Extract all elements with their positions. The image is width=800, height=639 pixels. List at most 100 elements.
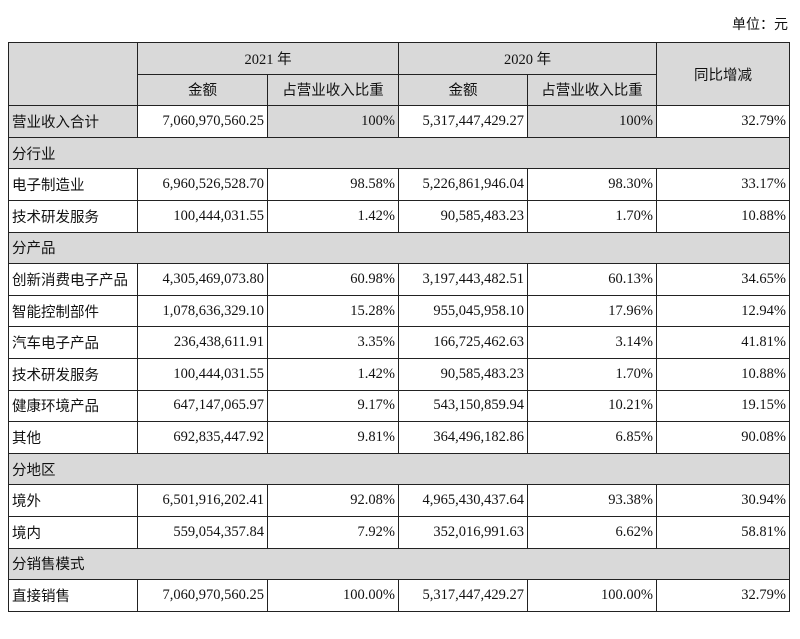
yoy-change: 12.94% — [656, 294, 790, 328]
amount-2021: 6,960,526,528.70 — [137, 168, 268, 201]
table-row: 健康环境产品 647,147,065.97 9.17% 543,150,859.94 1… — [8, 389, 790, 423]
amount-2021: 1,078,636,329.10 — [137, 294, 268, 328]
share-2020: 98.30% — [527, 168, 657, 201]
amount-2021: 7,060,970,560.25 — [137, 579, 268, 612]
table-row: 境内 559,054,357.84 7.92% 352,016,991.63 6.62%… — [8, 515, 790, 549]
header-amount-2020: 金额 — [398, 73, 528, 107]
table-row: 境外 6,501,916,202.41 92.08% 4,965,430,437.64… — [8, 484, 790, 517]
yoy-change: 30.94% — [656, 484, 790, 517]
amount-2021: 559,054,357.84 — [137, 515, 268, 549]
header-blank — [8, 41, 138, 107]
share-2021: 100.00% — [267, 579, 399, 612]
share-2020: 6.62% — [527, 515, 657, 549]
yoy-change: 33.17% — [656, 168, 790, 201]
amount-2021: 4,305,469,073.80 — [137, 263, 268, 296]
share-2020: 1.70% — [527, 357, 657, 391]
row-label: 创新消费电子产品 — [8, 263, 138, 296]
table-row: 其他 692,835,447.92 9.81% 364,496,182.86 6.85%… — [8, 421, 790, 454]
yoy-change: 41.81% — [656, 326, 790, 359]
share-2020: 93.38% — [527, 484, 657, 517]
share-2021: 3.35% — [267, 326, 399, 359]
yoy-change: 10.88% — [656, 199, 790, 233]
header-2021: 2021 年 — [137, 42, 399, 75]
total-share-2021: 100% — [267, 105, 399, 138]
table-row: 技术研发服务 100,444,031.55 1.42% 90,585,483.23 1.… — [8, 199, 790, 233]
row-label: 电子制造业 — [8, 168, 138, 201]
share-2021: 92.08% — [267, 484, 399, 517]
share-2020: 100.00% — [527, 579, 657, 612]
header-share-2021: 占营业收入比重 — [267, 73, 399, 107]
share-2021: 7.92% — [267, 515, 399, 549]
row-label: 技术研发服务 — [8, 357, 138, 391]
total-amount-2020: 5,317,447,429.27 — [398, 105, 528, 138]
header-row-columns: 金额 占营业收入比重 金额 占营业收入比重 — [9, 73, 790, 107]
amount-2020: 166,725,462.63 — [398, 326, 528, 359]
header-yoy: 同比增减 — [656, 41, 790, 107]
amount-2020: 543,150,859.94 — [398, 389, 528, 423]
yoy-change: 58.81% — [656, 515, 790, 549]
yoy-change: 10.88% — [656, 357, 790, 391]
section-row: 分销售模式 — [8, 547, 790, 581]
section-row: 分行业 — [8, 136, 790, 170]
total-label: 营业收入合计 — [8, 105, 138, 138]
header-2020: 2020 年 — [398, 42, 657, 75]
share-2021: 9.17% — [267, 389, 399, 423]
share-2020: 3.14% — [527, 326, 657, 359]
share-2021: 60.98% — [267, 263, 399, 296]
row-label: 境外 — [8, 484, 138, 517]
amount-2021: 100,444,031.55 — [137, 199, 268, 233]
share-2021: 1.42% — [267, 357, 399, 391]
table-row: 创新消费电子产品 4,305,469,073.80 60.98% 3,197,443,… — [8, 263, 790, 296]
amount-2021: 100,444,031.55 — [137, 357, 268, 391]
amount-2020: 90,585,483.23 — [398, 199, 528, 233]
share-2021: 15.28% — [267, 294, 399, 328]
row-label: 技术研发服务 — [8, 199, 138, 233]
revenue-table: 2021 年 2020 年 同比增减 金额 占营业收入比重 金额 占营业收入比重… — [8, 41, 790, 612]
total-amount-2021: 7,060,970,560.25 — [137, 105, 268, 138]
table-row: 技术研发服务 100,444,031.55 1.42% 90,585,483.23 1.… — [8, 357, 790, 391]
header-amount-2021: 金额 — [137, 73, 268, 107]
table-row: 智能控制部件 1,078,636,329.10 15.28% 955,045,958.… — [8, 294, 790, 328]
yoy-change: 90.08% — [656, 421, 790, 454]
amount-2020: 352,016,991.63 — [398, 515, 528, 549]
amount-2020: 3,197,443,482.51 — [398, 263, 528, 296]
row-label: 其他 — [8, 421, 138, 454]
amount-2021: 236,438,611.91 — [137, 326, 268, 359]
share-2020: 10.21% — [527, 389, 657, 423]
amount-2020: 955,045,958.10 — [398, 294, 528, 328]
total-row: 营业收入合计 7,060,970,560.25 100% 5,317,447,4… — [8, 105, 790, 138]
section-title: 分行业 — [8, 136, 790, 170]
total-yoy: 32.79% — [656, 105, 790, 138]
amount-2020: 5,226,861,946.04 — [398, 168, 528, 201]
header-row-years: 2021 年 2020 年 同比增减 — [8, 41, 790, 107]
share-2021: 9.81% — [267, 421, 399, 454]
row-label: 境内 — [8, 515, 138, 549]
total-share-2020: 100% — [527, 105, 657, 138]
row-label: 健康环境产品 — [8, 389, 138, 423]
yoy-change: 32.79% — [656, 579, 790, 612]
table-row: 电子制造业 6,960,526,528.70 98.58% 5,226,861,946… — [8, 168, 790, 201]
amount-2020: 90,585,483.23 — [398, 357, 528, 391]
amount-2021: 6,501,916,202.41 — [137, 484, 268, 517]
share-2021: 98.58% — [267, 168, 399, 201]
section-row: 分产品 — [8, 231, 790, 265]
row-label: 直接销售 — [8, 579, 138, 612]
amount-2020: 4,965,430,437.64 — [398, 484, 528, 517]
unit-label: 单位：元 — [732, 18, 788, 33]
amount-2020: 364,496,182.86 — [398, 421, 528, 454]
yoy-change: 34.65% — [656, 263, 790, 296]
yoy-change: 19.15% — [656, 389, 790, 423]
row-label: 汽车电子产品 — [8, 326, 138, 359]
header-share-2020: 占营业收入比重 — [527, 73, 657, 107]
table-row: 直接销售 7,060,970,560.25 100.00% 5,317,447,429… — [8, 579, 790, 612]
section-title: 分地区 — [8, 452, 790, 486]
section-row: 分地区 — [8, 452, 790, 486]
share-2020: 6.85% — [527, 421, 657, 454]
share-2020: 1.70% — [527, 199, 657, 233]
amount-2020: 5,317,447,429.27 — [398, 579, 528, 612]
amount-2021: 692,835,447.92 — [137, 421, 268, 454]
row-label: 智能控制部件 — [8, 294, 138, 328]
amount-2021: 647,147,065.97 — [137, 389, 268, 423]
section-title: 分销售模式 — [8, 547, 790, 581]
share-2020: 17.96% — [527, 294, 657, 328]
